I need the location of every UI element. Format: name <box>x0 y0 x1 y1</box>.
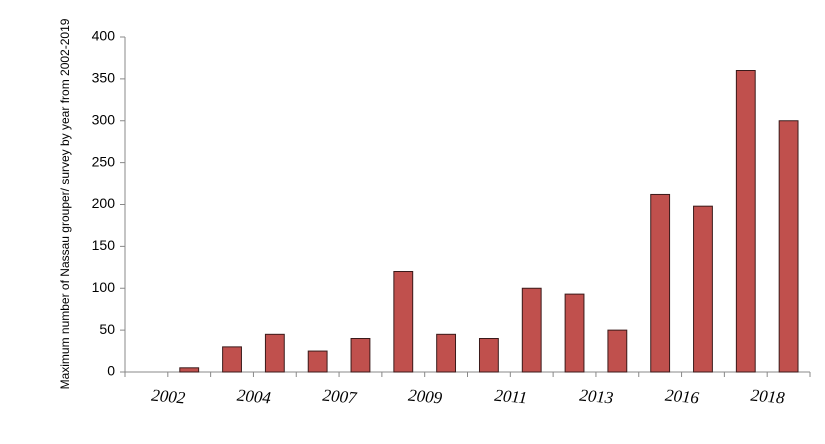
x-tick-label: 2013 <box>579 386 615 408</box>
x-tick-label: 2009 <box>407 386 443 408</box>
bar <box>564 293 585 373</box>
bar <box>521 287 542 373</box>
x-tick-label: 2007 <box>322 386 359 408</box>
x-tick-label: 2011 <box>494 386 528 408</box>
x-tick-label: 2004 <box>236 386 272 408</box>
x-tick-label: 2016 <box>664 386 700 408</box>
x-tick-label: 2002 <box>151 386 187 408</box>
bar <box>350 338 371 373</box>
y-tick-label: 50 <box>99 321 115 337</box>
x-tick-label: 2018 <box>750 386 786 408</box>
bar <box>393 271 414 373</box>
bar <box>222 346 242 373</box>
bar <box>264 333 285 373</box>
y-axis-label: Maximum number of Nassau grouper/ survey… <box>58 18 72 389</box>
y-tick-label: 350 <box>92 70 116 86</box>
bar <box>607 329 628 373</box>
bar <box>778 120 799 373</box>
y-tick-label: 300 <box>92 111 116 127</box>
y-tick-label: 100 <box>92 279 116 295</box>
bar <box>436 333 457 373</box>
bar <box>735 70 756 373</box>
y-tick-label: 250 <box>92 153 116 169</box>
y-tick-label: 150 <box>92 237 116 253</box>
bar <box>693 205 713 373</box>
y-tick-label: 200 <box>92 195 116 211</box>
bar <box>478 338 499 373</box>
y-tick-label: 400 <box>92 28 116 44</box>
bar <box>179 367 200 373</box>
bar <box>307 350 328 373</box>
bar <box>650 193 671 373</box>
y-tick-label: 0 <box>107 363 115 379</box>
